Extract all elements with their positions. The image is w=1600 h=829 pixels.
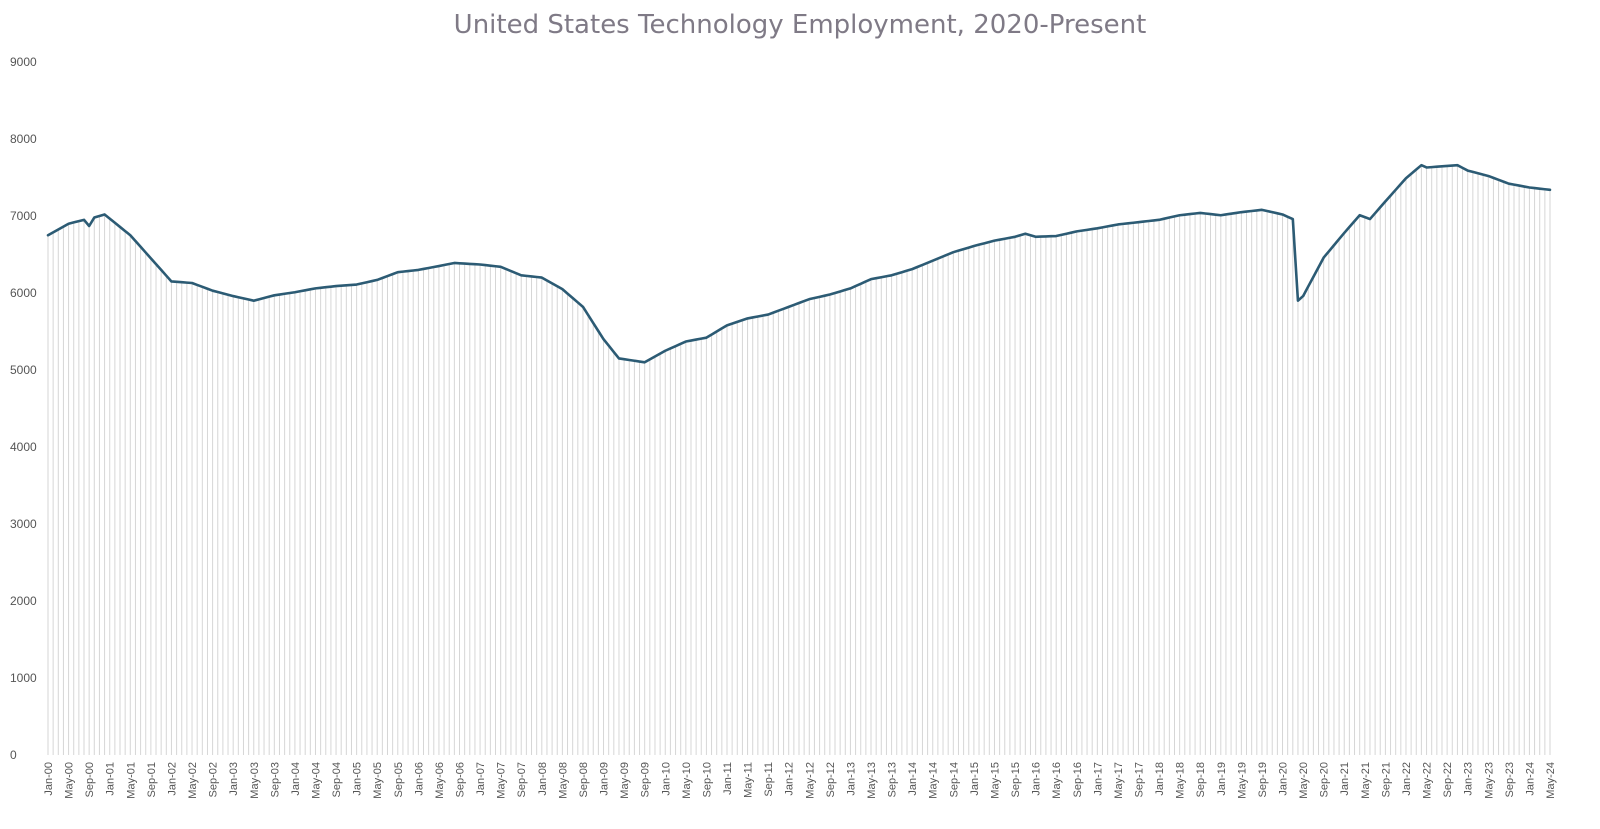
x-tick-label: Sep-18 (1195, 762, 1207, 797)
x-tick-label: Jan-13 (845, 762, 857, 796)
x-tick-label: Jan-22 (1401, 762, 1413, 796)
x-tick-label: Jan-09 (599, 762, 611, 796)
x-tick-label: May-18 (1175, 762, 1187, 799)
x-tick-label: Jan-11 (722, 762, 734, 795)
x-tick-label: Jan-10 (660, 762, 672, 796)
x-tick-label: Jan-24 (1524, 762, 1536, 796)
x-tick-label: May-09 (619, 762, 631, 799)
x-tick-label: May-04 (311, 762, 323, 799)
x-tick-label: May-11 (743, 762, 755, 798)
x-tick-label: Sep-01 (146, 762, 158, 797)
y-tick-label: 0 (10, 748, 17, 762)
x-tick-label: Jan-01 (105, 762, 117, 796)
x-tick-label: May-06 (434, 762, 446, 799)
x-tick-label: Sep-14 (948, 762, 960, 797)
x-tick-label: Jan-05 (352, 762, 364, 796)
x-tick-label: Jan-04 (290, 762, 302, 796)
x-tick-label: Sep-17 (1134, 762, 1146, 797)
x-tick-label: May-08 (557, 762, 569, 799)
x-tick-label: Sep-12 (825, 762, 837, 797)
x-tick-label: May-15 (990, 762, 1002, 799)
x-tick-label: May-22 (1422, 762, 1434, 799)
y-tick-label: 2000 (10, 594, 37, 608)
x-tick-label: Sep-05 (393, 762, 405, 797)
x-tick-label: Sep-13 (887, 762, 899, 797)
drop-lines (47, 165, 1551, 755)
y-tick-label: 5000 (10, 363, 37, 377)
y-tick-label: 6000 (10, 286, 37, 300)
x-tick-label: Sep-08 (578, 762, 590, 797)
x-tick-label: Sep-07 (516, 762, 528, 797)
x-tick-label: May-23 (1483, 762, 1495, 799)
x-tick-label: Sep-06 (455, 762, 467, 797)
x-tick-label: Jan-21 (1339, 762, 1351, 796)
y-tick-label: 9000 (10, 55, 37, 69)
y-tick-label: 1000 (10, 671, 37, 685)
x-tick-label: Sep-22 (1442, 762, 1454, 797)
x-tick-label: May-21 (1360, 762, 1372, 799)
x-tick-label: Sep-09 (640, 762, 652, 797)
x-tick-label: May-01 (125, 762, 137, 799)
x-tick-label: Sep-02 (208, 762, 220, 797)
x-tick-label: Sep-23 (1504, 762, 1516, 797)
x-tick-label: May-05 (372, 762, 384, 799)
x-tick-label: Sep-15 (1010, 762, 1022, 797)
x-tick-label: May-19 (1236, 762, 1248, 799)
y-tick-label: 3000 (10, 517, 37, 531)
x-tick-label: Jan-15 (969, 762, 981, 796)
x-tick-label: Jan-08 (537, 762, 549, 796)
x-tick-label: May-00 (64, 762, 76, 799)
x-tick-label: Sep-04 (331, 762, 343, 797)
x-tick-label: Jan-14 (907, 762, 919, 796)
x-tick-label: May-13 (866, 762, 878, 799)
x-tick-label: Sep-20 (1319, 762, 1331, 797)
y-tick-label: 8000 (10, 132, 37, 146)
x-tick-label: May-14 (928, 762, 940, 799)
y-tick-label: 7000 (10, 209, 37, 223)
x-tick-label: May-03 (249, 762, 261, 799)
x-tick-label: Sep-00 (84, 762, 96, 797)
x-tick-label: Jan-16 (1031, 762, 1043, 796)
y-tick-label: 4000 (10, 440, 37, 454)
x-tick-label: Jan-20 (1278, 762, 1290, 796)
y-axis: 0 1000 2000 3000 4000 5000 6000 7000 8000 9000 (10, 55, 37, 762)
x-axis: Jan-00 May-00 Sep-00 Jan-01 May-01 Sep-01 Jan-… (43, 762, 1557, 799)
x-tick-label: Sep-03 (269, 762, 281, 797)
x-tick-label: Jan-17 (1092, 762, 1104, 796)
x-tick-label: Sep-21 (1380, 762, 1392, 797)
x-tick-label: May-02 (187, 762, 199, 799)
x-tick-label: Sep-11 (763, 762, 775, 797)
x-tick-label: Sep-19 (1257, 762, 1269, 797)
x-tick-label: May-24 (1545, 762, 1557, 799)
x-tick-label: Sep-10 (701, 762, 713, 797)
x-tick-label: May-17 (1113, 762, 1125, 799)
x-tick-label: Jan-00 (43, 762, 55, 796)
x-tick-label: Jan-06 (413, 762, 425, 796)
x-tick-label: Jan-07 (475, 762, 487, 796)
x-tick-label: May-12 (804, 762, 816, 799)
x-tick-label: Sep-16 (1072, 762, 1084, 797)
x-tick-label: May-10 (681, 762, 693, 799)
series-line (46, 163, 1552, 364)
x-tick-label: May-20 (1298, 762, 1310, 799)
x-tick-label: Jan-03 (228, 762, 240, 796)
x-tick-label: Jan-19 (1216, 762, 1228, 796)
x-tick-label: May-07 (496, 762, 508, 799)
chart-title: United States Technology Employment, 202… (453, 10, 1147, 40)
x-tick-label: Jan-02 (167, 762, 179, 796)
x-tick-label: Jan-12 (784, 762, 796, 796)
x-tick-label: Jan-23 (1463, 762, 1475, 796)
x-tick-label: May-16 (1051, 762, 1063, 799)
x-tick-label: Jan-18 (1154, 762, 1166, 796)
